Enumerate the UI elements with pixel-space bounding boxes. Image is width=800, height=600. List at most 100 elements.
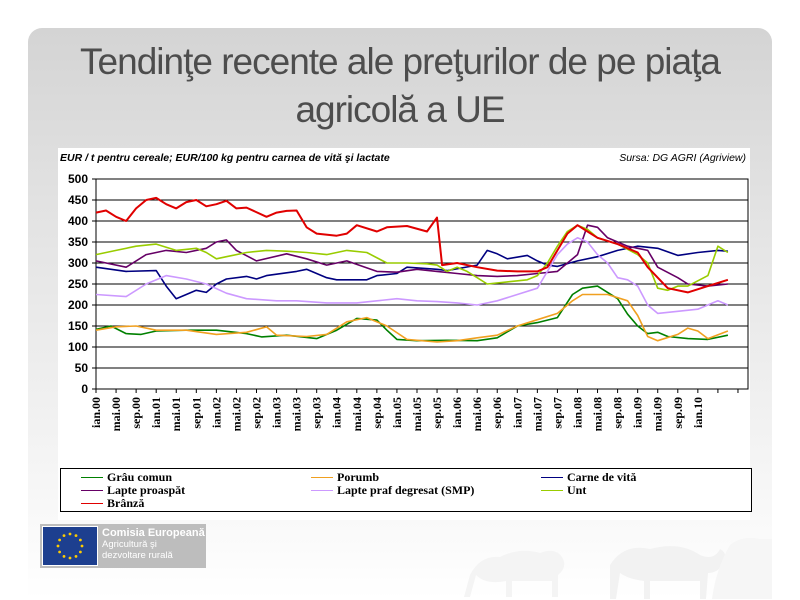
x-tick-label: mai.00	[109, 397, 123, 431]
legend-label: Lapte proaspăt	[107, 483, 186, 497]
x-tick-label: mai.01	[169, 397, 183, 431]
eu-org-text: Comisia Europeană Agricultură şi dezvolt…	[102, 527, 205, 562]
series-line-unt	[95, 224, 729, 292]
legend-label: Unt	[567, 483, 587, 497]
legend-label: Porumb	[337, 470, 379, 484]
series-line-grau	[95, 285, 729, 342]
x-tick-label: ian.09	[631, 397, 645, 428]
legend-swatch	[81, 489, 103, 491]
legend-swatch	[541, 476, 563, 478]
eu-star	[58, 550, 62, 554]
x-tick-label: sep.01	[189, 397, 203, 429]
x-tick-label: mai.08	[591, 397, 605, 431]
x-tick-label: mai.05	[410, 397, 424, 431]
x-tick-label: sep.04	[370, 397, 384, 429]
x-tick-label: ian.08	[570, 397, 584, 428]
eu-flag-icon	[42, 526, 98, 566]
eu-star	[68, 532, 72, 536]
eu-star	[74, 534, 78, 538]
series-line-carne	[95, 245, 728, 300]
eu-star	[62, 554, 66, 558]
legend-label: Brânză	[107, 496, 145, 510]
eu-star	[62, 534, 66, 538]
eu-dept-line2: dezvoltare rurală	[102, 550, 173, 561]
legend-item-unt: Unt	[541, 484, 586, 497]
legend-label: Carne de vită	[567, 470, 637, 484]
legend-swatch	[541, 489, 563, 491]
legend-swatch	[81, 476, 103, 478]
eu-star	[78, 538, 82, 542]
y-tick-label: 100	[68, 340, 88, 354]
x-tick-label: ian.10	[691, 397, 705, 428]
y-tick-label: 0	[81, 382, 88, 396]
eu-star	[74, 554, 78, 558]
x-tick-label: mai.09	[651, 397, 665, 431]
eu-star	[68, 556, 72, 560]
series-lines	[95, 196, 729, 343]
chart-area	[58, 148, 750, 520]
legend-label: Lapte praf degresat (SMP)	[337, 483, 475, 497]
cow-silhouette-decoration	[464, 537, 772, 599]
eu-logo-block: Comisia Europeană Agricultură şi dezvolt…	[40, 524, 206, 568]
x-tick-label: ian.06	[450, 397, 464, 428]
legend-item-grau: Grâu comun	[81, 471, 172, 484]
legend-label: Grâu comun	[107, 470, 173, 484]
eu-dept-line1: Agricultură şi	[102, 539, 157, 550]
x-axis-ticks: ian.00 mai.00 sep.00 ian.01 mai.01 sep.01 ian.…	[89, 389, 739, 431]
eu-org-name: Comisia Europeană	[102, 527, 205, 539]
x-tick-label: sep.06	[490, 397, 504, 429]
series-line-branza	[95, 196, 729, 294]
x-tick-label: sep.07	[550, 397, 564, 429]
y-tick-label: 350	[68, 235, 88, 249]
eu-star	[58, 538, 62, 542]
x-tick-label: sep.02	[249, 397, 263, 429]
x-tick-label: ian.02	[209, 397, 223, 428]
legend-swatch	[311, 489, 333, 491]
y-tick-label: 500	[68, 172, 88, 186]
legend-swatch	[311, 476, 333, 478]
x-tick-label: mai.07	[530, 397, 544, 431]
eu-star	[56, 544, 60, 548]
legend-item-carne: Carne de vită	[541, 471, 636, 484]
series-line-lapte	[95, 224, 728, 287]
x-tick-label: ian.03	[270, 397, 284, 428]
legend-item-branza: Brânză	[81, 497, 144, 510]
x-tick-label: mai.02	[229, 397, 243, 431]
x-tick-label: sep.05	[430, 397, 444, 429]
y-tick-label: 250	[68, 277, 88, 291]
gridlines	[96, 178, 748, 390]
legend-swatch	[81, 502, 103, 504]
x-tick-label: mai.06	[470, 397, 484, 431]
y-tick-label: 450	[68, 193, 88, 207]
unit-note: EUR / t pentru cereale; EUR/100 kg pentr…	[60, 152, 390, 164]
eu-stars-icon	[56, 532, 84, 560]
legend-item-smp: Lapte praf degresat (SMP)	[311, 484, 474, 497]
slide-title: Tendinţe recente ale preţurilor de pe pi…	[80, 41, 721, 130]
x-tick-label: mai.03	[290, 397, 304, 431]
x-tick-label: ian.04	[330, 397, 344, 428]
y-tick-label: 400	[68, 214, 88, 228]
legend-item-porumb: Porumb	[311, 471, 379, 484]
source-note: Sursa: DG AGRI (Agriview)	[619, 152, 746, 164]
y-axis-ticks: 0 50 100 150 200 250 300 350 400 450 500	[68, 172, 96, 396]
chart-legend: Grâu comun Porumb Carne de vită Lapte proas…	[60, 468, 752, 512]
series-line-porumb	[95, 293, 729, 343]
y-tick-label: 50	[75, 361, 89, 375]
x-tick-label: sep.08	[611, 397, 625, 429]
x-tick-label: ian.05	[390, 397, 404, 428]
eu-star	[80, 544, 84, 548]
x-tick-label: ian.07	[510, 397, 524, 428]
x-tick-label: sep.00	[129, 397, 143, 429]
x-tick-label: sep.03	[310, 397, 324, 429]
y-tick-label: 200	[68, 298, 88, 312]
x-tick-label: sep.09	[671, 397, 685, 429]
eu-star	[78, 550, 82, 554]
y-tick-label: 150	[68, 319, 88, 333]
x-tick-label: mai.04	[350, 397, 364, 431]
x-tick-label: ian.00	[89, 397, 103, 428]
series-line-smp	[95, 237, 729, 315]
legend-item-lapte: Lapte proaspăt	[81, 484, 185, 497]
x-tick-label: ian.01	[149, 397, 163, 428]
